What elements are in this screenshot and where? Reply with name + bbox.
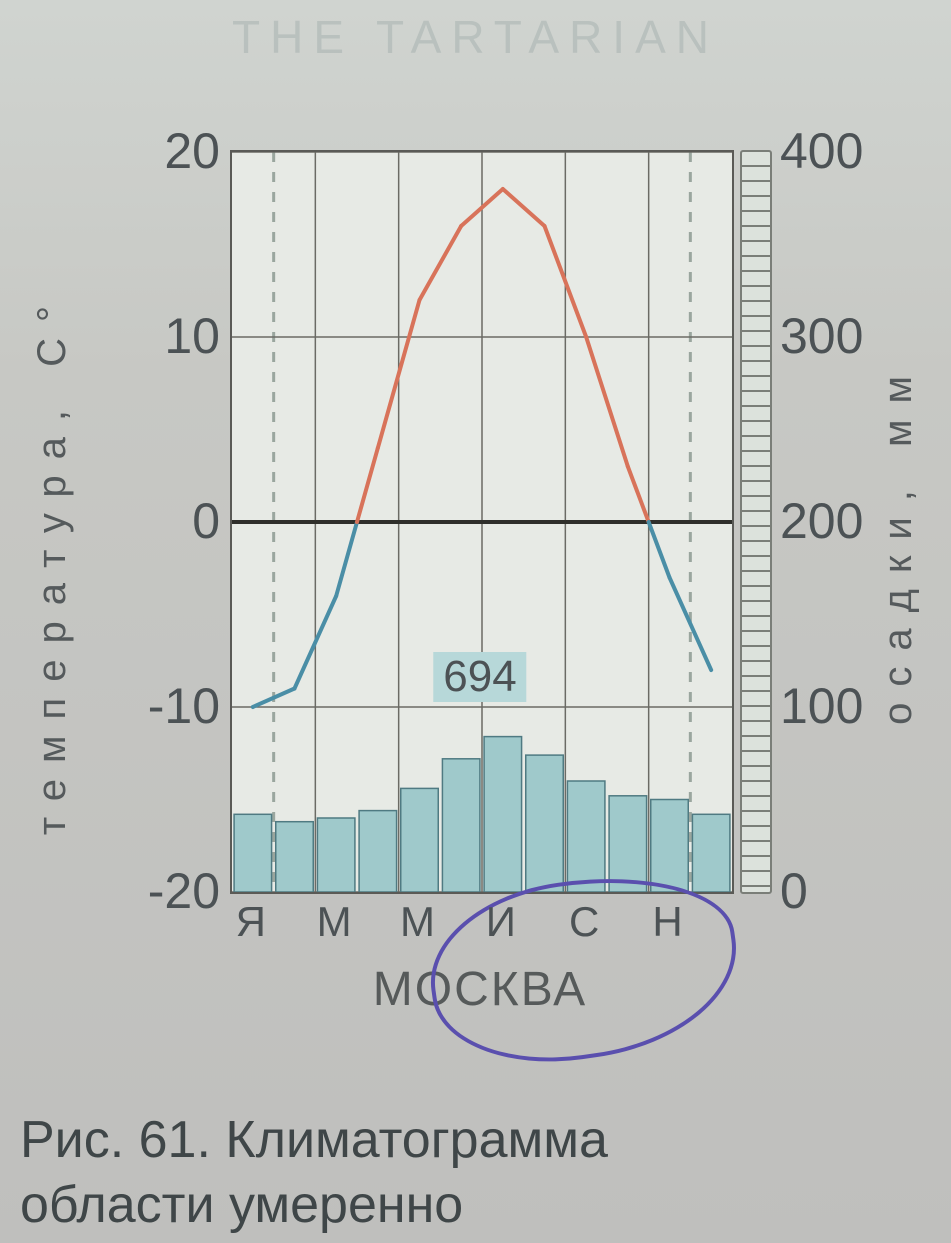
plot-svg	[232, 152, 732, 892]
x-category-label: И	[471, 898, 531, 946]
x-category-label: С	[554, 898, 614, 946]
x-category-label: Н	[638, 898, 698, 946]
right-tick: 0	[780, 862, 900, 920]
x-category-label: М	[304, 898, 364, 946]
plot-area	[230, 150, 734, 894]
page-watermark: THE TARTARIAN	[0, 10, 951, 64]
left-tick: -10	[110, 677, 220, 735]
right-tick: 300	[780, 307, 900, 365]
right-tick: 100	[780, 677, 900, 735]
right-tick: 200	[780, 492, 900, 550]
caption-line-1: Рис. 61. Климатограмма	[20, 1110, 920, 1170]
left-tick: 20	[110, 122, 220, 180]
left-tick: 0	[110, 492, 220, 550]
left-tick: 10	[110, 307, 220, 365]
total-precip-annotation: 694	[433, 652, 526, 702]
right-tick: 400	[780, 122, 900, 180]
right-axis-ruler	[740, 150, 772, 894]
x-category-label: М	[388, 898, 448, 946]
left-axis-label: температура, С°	[32, 290, 72, 835]
climograph-chart: температура, С° осадки, мм 694 МОСКВА -2…	[40, 140, 910, 1040]
left-tick: -20	[110, 862, 220, 920]
caption-line-2: области умеренно	[20, 1175, 920, 1235]
city-label: МОСКВА	[373, 962, 587, 1017]
page-root: { "watermark_text": "THE TARTARIAN", "ch…	[0, 0, 951, 1243]
x-category-label: Я	[221, 898, 281, 946]
